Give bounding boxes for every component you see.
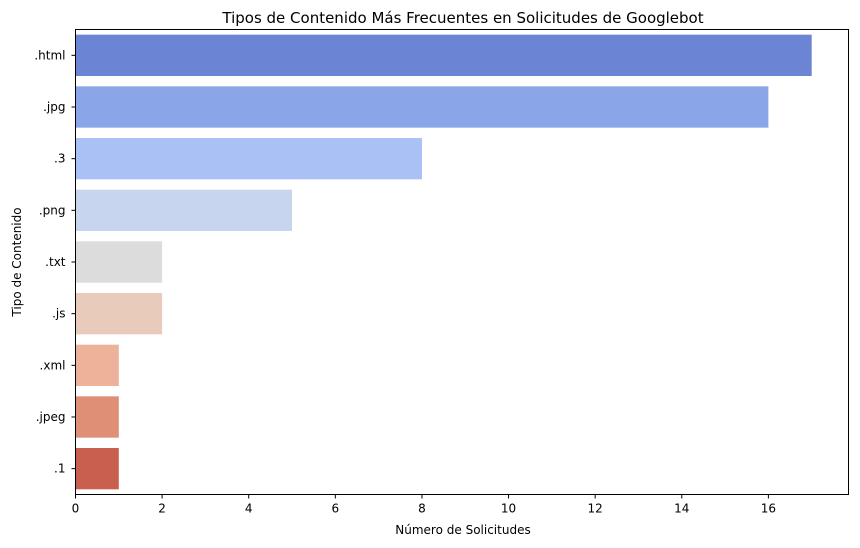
x-ticks: 0 2 4 6 8 10 12 14 16: [72, 494, 776, 516]
plot-frame: [75, 29, 849, 495]
bar-png: [75, 189, 293, 231]
bar-html: [75, 34, 812, 76]
y-tick-label: .png: [39, 203, 66, 217]
x-tick-label: 14: [674, 502, 689, 516]
y-tick-label: .3: [54, 152, 65, 166]
x-tick-label: 0: [72, 502, 80, 516]
bar-txt: [75, 241, 163, 283]
y-axis-label: Tipo de Contenido: [10, 207, 24, 317]
x-tick-label: 12: [588, 502, 603, 516]
x-tick-label: 8: [418, 502, 426, 516]
x-tick-label: 6: [332, 502, 340, 516]
y-tick-label: .jpg: [43, 100, 65, 114]
y-tick-label: .html: [34, 48, 65, 62]
bar-jpeg: [75, 396, 119, 438]
x-tick-label: 10: [501, 502, 516, 516]
x-tick-label: 4: [245, 502, 253, 516]
y-tick-label: .xml: [40, 358, 66, 372]
y-ticks: .html .jpg .3 .png .txt .js .xml .jpeg .1: [34, 48, 76, 476]
bar-jpg: [75, 86, 769, 128]
bar-1: [75, 448, 119, 490]
bar-3: [75, 138, 422, 180]
chart-title: Tipos de Contenido Más Frecuentes en Sol…: [221, 9, 703, 27]
y-tick-label: .jpeg: [36, 410, 66, 424]
x-tick-label: 2: [158, 502, 166, 516]
x-tick-label: 16: [761, 502, 776, 516]
y-tick-label: .js: [52, 307, 65, 321]
bar-js: [75, 293, 163, 335]
bar-xml: [75, 344, 119, 386]
y-tick-label: .1: [54, 462, 65, 476]
x-axis-label: Número de Solicitudes: [395, 523, 530, 537]
bars-group: [75, 34, 812, 490]
y-tick-label: .txt: [45, 255, 66, 269]
